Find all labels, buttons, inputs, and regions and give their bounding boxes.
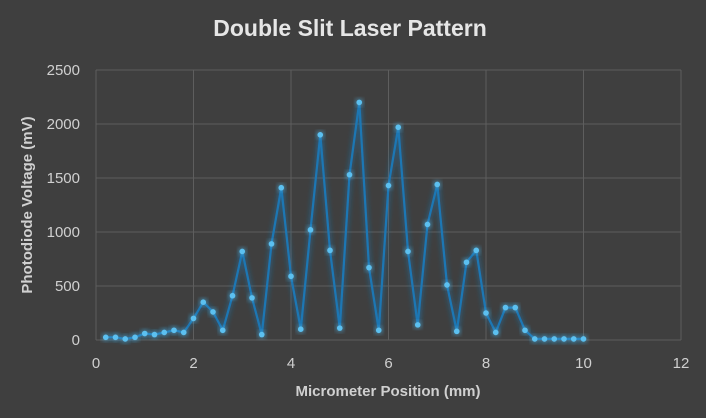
y-tick-label: 1000 (47, 224, 80, 241)
x-tick-label: 0 (92, 355, 100, 372)
data-point (210, 309, 216, 315)
y-tick-labels: 0 500 1000 1500 2000 2500 (47, 62, 80, 349)
x-tick-label: 10 (575, 355, 592, 372)
data-point (200, 299, 207, 306)
data-point (385, 182, 392, 189)
data-point (258, 331, 265, 338)
x-tick-labels: 0 2 4 6 8 10 12 (92, 355, 690, 372)
data-point (463, 259, 470, 266)
data-point (424, 221, 431, 228)
data-point (502, 304, 509, 311)
data-point (122, 336, 129, 342)
data-point (327, 247, 333, 254)
data-point (414, 322, 421, 328)
data-point (366, 264, 372, 271)
y-tick-label: 2500 (47, 62, 80, 79)
data-point (580, 336, 587, 342)
x-tick-label: 6 (384, 355, 392, 372)
y-tick-label: 1500 (47, 170, 80, 187)
data-point (161, 329, 168, 336)
data-point (570, 336, 577, 342)
x-tick-label: 12 (673, 355, 690, 372)
data-point (512, 304, 519, 311)
data-point (278, 184, 285, 191)
data-point (473, 247, 480, 254)
data-point (249, 295, 255, 301)
data-point (288, 273, 294, 280)
gridlines (95, 69, 682, 341)
data-point (141, 330, 148, 337)
data-point (307, 227, 314, 233)
y-tick-label: 2000 (47, 116, 80, 133)
data-point (102, 334, 109, 341)
data-point (190, 315, 197, 322)
x-tick-label: 4 (287, 355, 295, 372)
data-point (434, 181, 441, 188)
series-line (105, 102, 584, 341)
data-series (102, 99, 587, 342)
data-point (444, 282, 450, 288)
data-point (522, 327, 528, 334)
data-point (229, 292, 236, 299)
x-tick-label: 2 (189, 355, 197, 372)
x-tick-label: 8 (482, 355, 490, 372)
y-tick-label: 500 (55, 278, 80, 295)
x-axis-label: Micrometer Position (mm) (295, 383, 480, 400)
data-point (453, 328, 460, 335)
data-point (346, 171, 353, 178)
data-point (297, 326, 304, 333)
data-point (171, 327, 177, 334)
data-point (561, 336, 567, 342)
y-axis-label: Photodiode Voltage (mV) (19, 116, 36, 293)
chart-title: Double Slit Laser Pattern (213, 15, 487, 41)
data-point (531, 336, 538, 342)
data-point (405, 248, 411, 255)
data-point (375, 327, 382, 334)
data-point (112, 334, 119, 341)
data-point (219, 327, 226, 334)
data-point (492, 329, 499, 336)
data-point (356, 99, 363, 106)
data-point (132, 334, 138, 341)
data-point (336, 325, 343, 331)
data-point (151, 331, 158, 338)
data-point (551, 336, 558, 342)
data-point (239, 248, 246, 255)
data-point (395, 124, 402, 131)
data-point (483, 310, 489, 316)
y-tick-label: 0 (72, 332, 80, 349)
data-point (268, 241, 275, 247)
data-point (317, 132, 324, 138)
data-point (180, 329, 187, 336)
data-point (541, 336, 548, 342)
